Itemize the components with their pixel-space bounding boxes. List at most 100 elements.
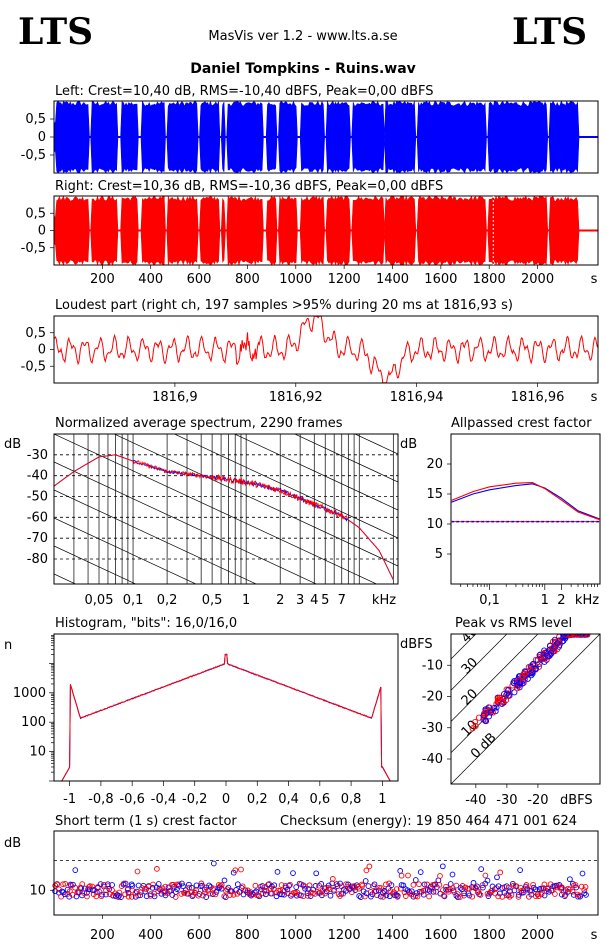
short-crest-point — [459, 883, 466, 889]
right-waveform-xtick-label: 400 — [138, 272, 163, 287]
peak-rms-point — [491, 704, 498, 711]
peak-rms-point — [481, 711, 488, 718]
loudest-xtick-label: 1816,9 — [152, 390, 198, 405]
short-crest-point — [327, 892, 334, 899]
peak-rms-point — [482, 718, 489, 725]
right-waveform-title: Right: Crest=10,36 dB, RMS=-10,36 dBFS, … — [55, 179, 443, 194]
spectrum-plot: -30 -40 -50 -60 -70 -80 0,05 0,1 0,2 0,5 1 2 3 4 5 7 kHz — [27, 433, 399, 608]
short-crest-xtick-label: 400 — [138, 928, 163, 943]
spectrum-xtick-label: 3 — [296, 593, 304, 608]
checksum-text: Checksum (energy): 19 850 464 471 001 62… — [280, 814, 577, 829]
short-crest-point — [394, 894, 401, 900]
short-crest-point — [252, 882, 259, 889]
short-crest-point — [437, 873, 443, 879]
short-crest-point — [149, 885, 156, 891]
short-crest-point — [331, 886, 338, 893]
peak-rms-point — [548, 649, 555, 656]
peak-rms-xtick-label: -40 — [465, 793, 486, 808]
short-crest-point — [72, 867, 79, 873]
peak-rms-point — [515, 677, 522, 684]
right-waveform-xtick-label: 200 — [90, 272, 115, 287]
short-crest-xunit: s — [591, 928, 598, 943]
histogram-xtick-label: -0,2 — [182, 792, 207, 807]
peak-rms-point — [574, 634, 581, 638]
right-waveform-xunit: s — [591, 272, 598, 287]
peak-rms-point — [561, 634, 568, 639]
short-crest-point — [256, 893, 263, 900]
short-crest-point — [84, 893, 90, 900]
short-crest-point — [426, 893, 432, 900]
peak-rms-frame — [450, 633, 601, 785]
spectrum-ytick-label: -80 — [27, 552, 48, 567]
peak-rms-point — [487, 709, 494, 716]
short-crest-point — [572, 882, 579, 888]
short-crest-point — [304, 890, 311, 897]
spectrum-xtick-label: 0,05 — [85, 593, 114, 608]
peak-rms-point — [486, 708, 493, 715]
short-crest-point — [302, 885, 308, 892]
short-crest-point — [494, 874, 500, 881]
short-crest-point — [81, 890, 88, 897]
spectrum-slope-line — [113, 434, 398, 567]
spectrum-right-line — [53, 454, 394, 581]
short-crest-point — [439, 863, 446, 870]
short-crest-xtick-label: 600 — [187, 928, 212, 943]
histogram-xtick-label: 1 — [378, 792, 386, 807]
short-crest-point — [151, 893, 158, 900]
short-crest-point — [436, 882, 443, 888]
short-crest-point — [154, 866, 160, 872]
spectrum-slope-line — [54, 461, 318, 584]
peak-rms-ytick-label: -40 — [422, 752, 443, 767]
short-crest-title: Short term (1 s) crest factor — [55, 814, 237, 829]
spectrum-xtick-label: 1 — [242, 593, 250, 608]
short-crest-point — [207, 890, 214, 897]
loudest-xtick-label: 1816,94 — [390, 390, 444, 405]
allpass-left-line — [450, 483, 601, 520]
short-crest-point — [357, 894, 364, 900]
spectrum-xtick-label: 0,1 — [123, 593, 144, 608]
short-crest-point — [386, 893, 393, 900]
crest-line-label: 30 — [459, 655, 481, 677]
short-crest-point — [362, 893, 368, 900]
short-crest-point — [441, 893, 448, 900]
short-crest-point — [179, 880, 185, 887]
peak-rms-point — [505, 692, 512, 699]
short-crest-point — [510, 882, 517, 889]
short-crest-point — [538, 891, 545, 898]
loudest-ytick-label: 0 — [38, 343, 46, 358]
histogram-ytick-label: 100 — [21, 715, 46, 730]
right-waveform-ytick-label: 0,5 — [25, 206, 46, 221]
allpass-ytick-label: 5 — [435, 547, 443, 562]
spectrum-slope-line — [173, 434, 398, 539]
allpass-right-line — [450, 482, 601, 521]
spectrum-slope-line — [54, 545, 137, 584]
short-crest-point — [352, 887, 359, 893]
short-crest-point — [581, 887, 588, 893]
histogram-xtick-label: 0,8 — [341, 792, 362, 807]
short-crest-point — [221, 893, 228, 900]
short-crest-point — [67, 881, 74, 888]
peak-rms-point — [514, 685, 521, 692]
short-crest-point — [582, 884, 589, 890]
short-crest-point — [150, 881, 156, 888]
histogram-ylabel: n — [4, 638, 12, 653]
right-waveform-ytick-label: -0,5 — [21, 241, 46, 256]
short-crest-point — [480, 884, 486, 891]
crest-line — [451, 634, 539, 722]
short-crest-point — [135, 882, 142, 889]
peak-rms-point — [472, 718, 479, 726]
spectrum-xtick-label: 2 — [276, 593, 284, 608]
peak-rms-ytick-label: -10 — [422, 658, 443, 673]
short-crest-point — [410, 882, 417, 888]
short-crest-point — [398, 872, 405, 879]
short-crest-ytick-label: 10 — [29, 883, 46, 898]
short-crest-point — [79, 881, 86, 887]
short-crest-point — [378, 885, 384, 891]
short-crest-point — [422, 887, 429, 893]
spectrum-frame — [53, 433, 399, 585]
right-waveform-xtick-label: 1800 — [473, 272, 506, 287]
short-crest-point — [449, 871, 456, 878]
right-waveform-xtick-label: 1200 — [328, 272, 361, 287]
allpass-xtick-label: 1 — [541, 593, 549, 608]
